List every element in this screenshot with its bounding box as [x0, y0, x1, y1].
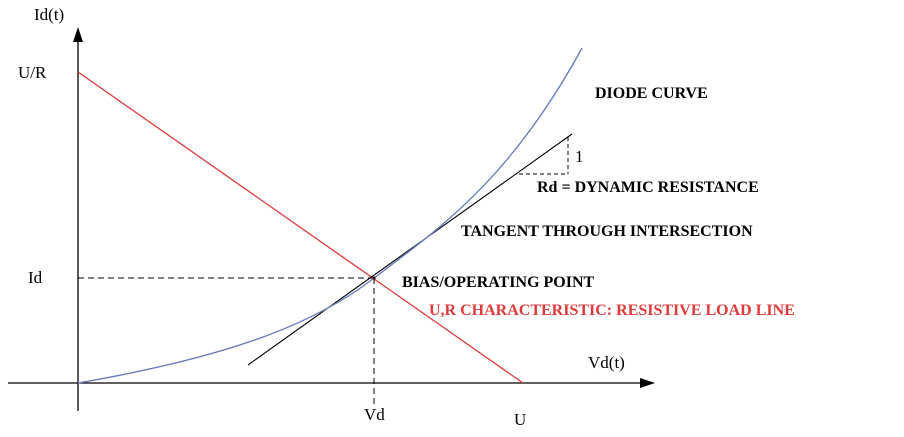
x-axis-label: Vd(t) [588, 353, 625, 372]
tangent-line [247, 133, 573, 366]
y-tick-id: Id [28, 268, 43, 287]
y-tick-u-over-r: U/R [18, 63, 47, 82]
y-axis-label: Id(t) [34, 5, 64, 24]
slope-one-label: 1 [575, 147, 584, 166]
bias-point-label: BIAS/OPERATING POINT [402, 274, 595, 291]
y-axis-arrowhead [73, 27, 83, 42]
dynamic-resistance-label: Rd = DYNAMIC RESISTANCE [537, 179, 759, 196]
x-tick-vd: Vd [364, 405, 385, 424]
diode-curve-label: DIODE CURVE [595, 85, 708, 102]
operating-point-marker [372, 276, 376, 280]
tangent-label: TANGENT THROUGH INTERSECTION [461, 223, 753, 240]
load-line [77, 71, 524, 384]
x-tick-u: U [514, 410, 526, 429]
x-axis-arrowhead [640, 378, 655, 388]
load-line-label: U,R CHARACTERISTIC: RESISTIVE LOAD LINE [429, 302, 795, 319]
diode-curve [77, 47, 583, 384]
